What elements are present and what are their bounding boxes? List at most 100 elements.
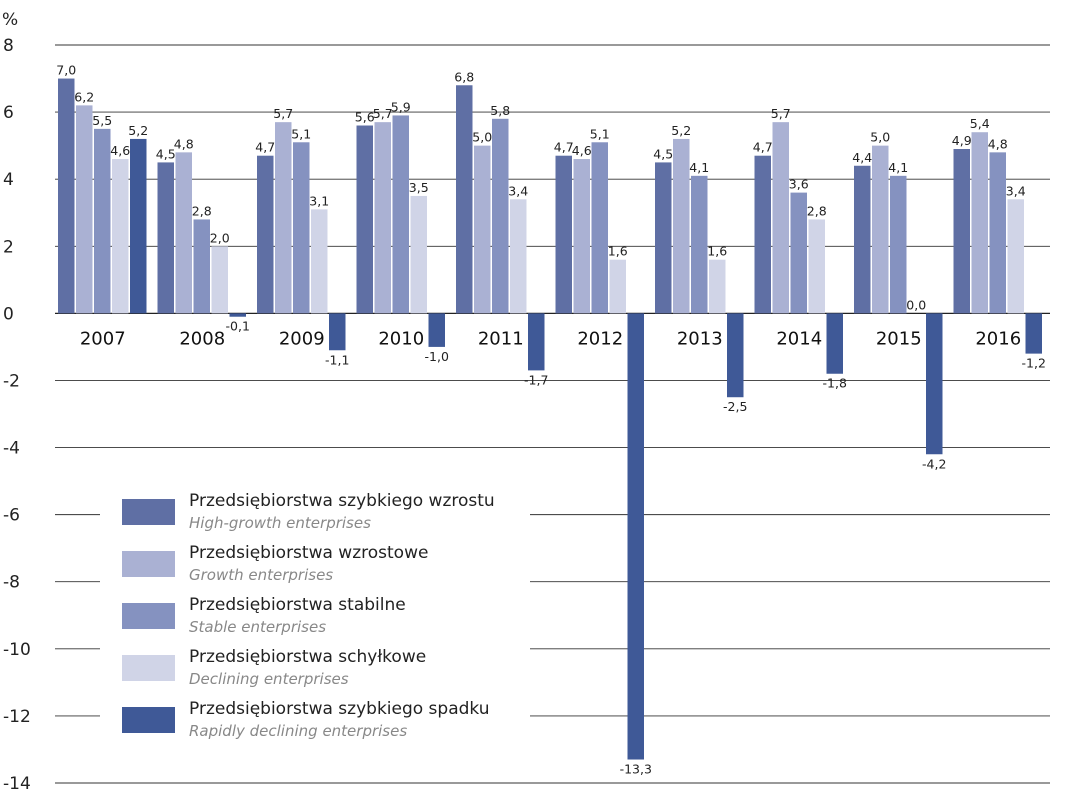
data-label: -0,1 — [226, 319, 250, 334]
data-label: 2,0 — [210, 230, 230, 245]
data-label: 3,1 — [309, 193, 329, 208]
x-category-label: 2016 — [975, 328, 1021, 349]
bar — [229, 313, 246, 317]
legend-label: Przedsiębiorstwa szybkiego wzrostu — [189, 491, 495, 511]
legend-item-growth: Przedsiębiorstwa wzrostowe Growth enterp… — [100, 538, 530, 590]
legend-label-en: Growth enterprises — [189, 566, 334, 584]
data-label: 4,1 — [689, 160, 709, 175]
bar — [655, 162, 672, 314]
bar — [1007, 199, 1024, 314]
bar — [555, 155, 572, 314]
data-label: 1,6 — [707, 244, 727, 259]
legend-label-en: Stable enterprises — [189, 618, 327, 636]
data-label: 3,6 — [789, 177, 809, 192]
bar — [528, 313, 545, 371]
legend-label: Przedsiębiorstwa schyłkowe — [189, 647, 427, 667]
legend-item-declining: Przedsiębiorstwa schyłkowe Declining ent… — [100, 642, 530, 694]
data-label: 4,4 — [852, 150, 872, 165]
data-label: 4,5 — [156, 146, 176, 161]
bar — [374, 122, 391, 314]
bar — [311, 209, 328, 314]
data-label: 5,2 — [128, 123, 148, 138]
bar — [754, 155, 771, 314]
y-tick-label: -12 — [3, 707, 31, 727]
data-label: 4,7 — [554, 140, 574, 155]
bar — [808, 219, 825, 314]
data-label: 2,8 — [807, 203, 827, 218]
x-category-label: 2010 — [378, 328, 424, 349]
legend-label: Przedsiębiorstwa szybkiego spadku — [189, 699, 490, 719]
y-tick-label: -8 — [3, 573, 20, 593]
data-label: 5,5 — [92, 113, 112, 128]
bar — [428, 313, 445, 347]
bar — [709, 259, 726, 314]
bar — [826, 313, 843, 374]
bar — [293, 142, 310, 314]
legend-swatch — [122, 603, 175, 629]
data-label: 1,6 — [608, 244, 628, 259]
data-label: 4,9 — [952, 133, 972, 148]
data-label: -1,8 — [823, 376, 847, 391]
bar — [329, 313, 346, 351]
y-tick-label: -6 — [3, 506, 20, 526]
bar — [94, 128, 111, 314]
legend-label-en: High-growth enterprises — [189, 514, 371, 532]
data-label: 5,4 — [970, 116, 990, 131]
bar — [772, 122, 789, 314]
bar — [392, 115, 409, 314]
bar — [474, 145, 491, 314]
x-category-label: 2014 — [776, 328, 822, 349]
data-label: 4,1 — [888, 160, 908, 175]
x-category-label: 2007 — [80, 328, 126, 349]
data-label: 4,8 — [988, 136, 1008, 151]
data-label: 5,7 — [273, 106, 293, 121]
data-label: 3,4 — [508, 183, 528, 198]
data-label: 4,8 — [174, 136, 194, 151]
bar — [673, 138, 690, 314]
data-label: 3,5 — [409, 180, 429, 195]
bar — [971, 132, 988, 314]
bar — [790, 192, 807, 314]
data-label: 6,8 — [454, 69, 474, 84]
data-label: 5,0 — [870, 130, 890, 145]
data-label: 4,6 — [110, 143, 130, 158]
data-label: 6,2 — [74, 89, 94, 104]
data-label: 5,7 — [373, 106, 393, 121]
data-label: 4,5 — [653, 146, 673, 161]
legend-label: Przedsiębiorstwa stabilne — [189, 595, 406, 615]
legend: Przedsiębiorstwa szybkiego wzrostu High-… — [100, 478, 530, 752]
bar — [58, 78, 75, 314]
x-category-label: 2008 — [179, 328, 225, 349]
bar — [492, 118, 509, 314]
data-label: -1,7 — [524, 372, 548, 387]
bar — [609, 259, 626, 314]
legend-swatch — [122, 655, 175, 681]
bar — [275, 122, 292, 314]
x-category-label: 2009 — [279, 328, 325, 349]
data-label: 0,0 — [906, 297, 926, 312]
data-label: 7,0 — [56, 63, 76, 78]
data-label: 5,1 — [291, 126, 311, 141]
y-tick-label: 4 — [3, 170, 14, 190]
bars — [58, 78, 1042, 760]
bar — [591, 142, 608, 314]
bar — [573, 159, 590, 314]
bar — [510, 199, 527, 314]
y-tick-label: 8 — [3, 36, 14, 56]
y-axis-ticks: 8 6 4 2 0 -2 -4 -6 -8 -10 -12 -14 — [3, 36, 31, 791]
y-tick-label: -2 — [3, 371, 20, 391]
bar — [410, 195, 427, 314]
data-label: -1,0 — [425, 349, 449, 364]
data-label: 5,1 — [590, 126, 610, 141]
legend-item-rapidly-declining: Przedsiębiorstwa szybkiego spadku Rapidl… — [100, 694, 530, 746]
y-tick-label: -14 — [3, 774, 31, 791]
bar — [1025, 313, 1042, 354]
y-tick-label: 2 — [3, 237, 14, 257]
legend-swatch — [122, 707, 175, 733]
bar — [175, 152, 192, 314]
legend-item-high-growth: Przedsiębiorstwa szybkiego wzrostu High-… — [100, 486, 530, 538]
bar — [727, 313, 744, 398]
x-category-label: 2013 — [677, 328, 723, 349]
bar — [211, 246, 228, 314]
